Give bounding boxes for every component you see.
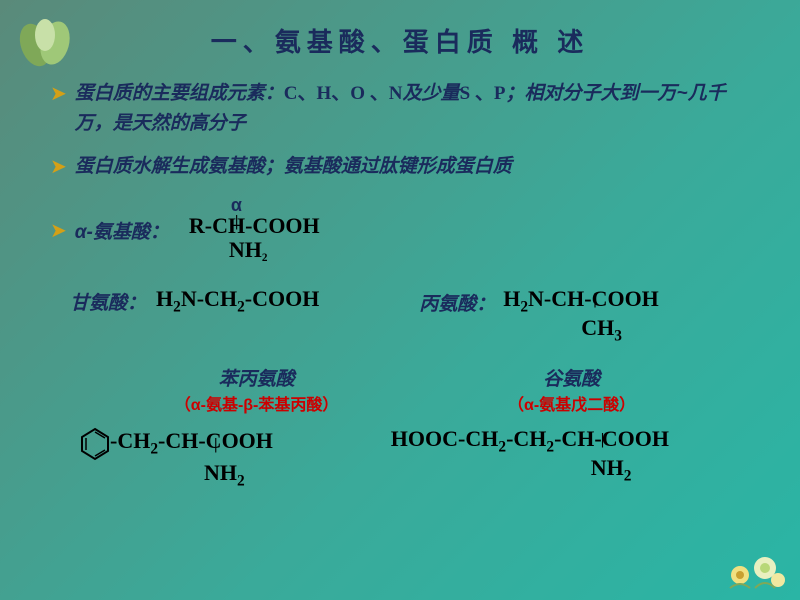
row-phe-glu: -CH2-CH-COOH | NH2 HOOC-CH2-CH2-CH-COOH … — [50, 427, 760, 490]
page-title: 一、氨基酸、蛋白质 概 述 — [0, 0, 800, 59]
row-gly-ala: 甘氨酸： H2N-CH2-COOH 丙氨酸： H2N-CH-COOH | CH3 — [50, 287, 760, 346]
bullet-icon: ➤ — [50, 216, 67, 246]
benzene-icon — [80, 427, 110, 461]
bullet-2: ➤ 蛋白质水解生成氨基酸；氨基酸通过肽键形成蛋白质 — [50, 152, 760, 182]
phe-formula: -CH2-CH-COOH | NH2 — [50, 427, 391, 490]
glu-formula: HOOC-CH2-CH2-CH-COOH | NH2 — [391, 427, 669, 486]
content-area: ➤ 蛋白质的主要组成元素：C、H、O 、N及少量S 、P；相对分子大到一万~几千… — [0, 59, 800, 490]
glycine-formula: H2N-CH2-COOH — [156, 287, 319, 316]
bullet-1: ➤ 蛋白质的主要组成元素：C、H、O 、N及少量S 、P；相对分子大到一万~几千… — [50, 79, 760, 140]
bullet-icon: ➤ — [50, 79, 67, 109]
bullet-2-text: 蛋白质水解生成氨基酸；氨基酸通过肽键形成蛋白质 — [75, 152, 512, 182]
alanine-label: 丙氨酸： — [419, 289, 495, 316]
bullet-icon: ➤ — [50, 152, 67, 182]
glycine-label: 甘氨酸： — [70, 288, 146, 315]
alanine-formula: H2N-CH-COOH | CH3 — [503, 287, 659, 346]
names-row: 苯丙氨酸 （α-氨基-β-苯基丙酸） 谷氨酸 （α-氨基戊二酸） — [50, 364, 760, 415]
bullet-3: ➤ α-氨基酸： α R-CH-COOH | NH2 — [50, 196, 760, 265]
alpha-amino-formula: α R-CH-COOH | NH2 — [189, 196, 320, 265]
glu-name-block: 谷氨酸 （α-氨基戊二酸） — [508, 364, 635, 415]
decoration-bottom-right — [720, 540, 790, 590]
bullet-1-text: 蛋白质的主要组成元素：C、H、O 、N及少量S 、P；相对分子大到一万~几千万，… — [75, 79, 760, 140]
phe-name-block: 苯丙氨酸 （α-氨基-β-苯基丙酸） — [175, 364, 339, 415]
decoration-top-left — [15, 15, 85, 70]
alpha-amino-label: α-氨基酸： — [75, 217, 169, 244]
